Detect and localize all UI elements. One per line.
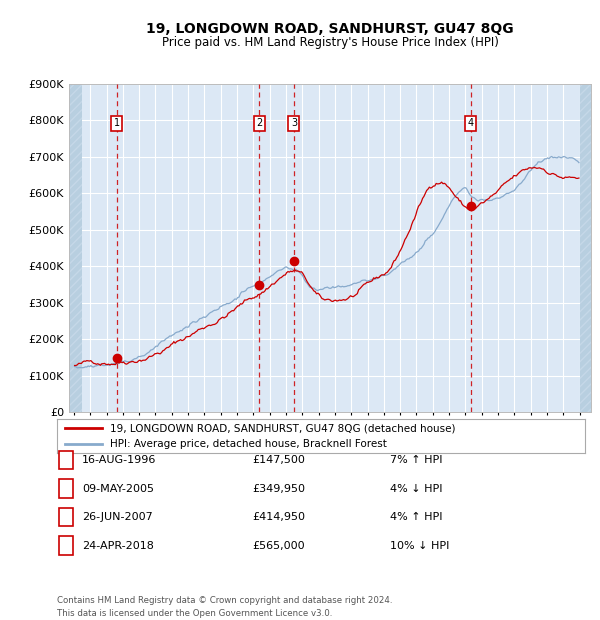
Text: 24-APR-2018: 24-APR-2018 (82, 541, 154, 551)
Text: 26-JUN-2007: 26-JUN-2007 (82, 512, 153, 522)
Text: Price paid vs. HM Land Registry's House Price Index (HPI): Price paid vs. HM Land Registry's House … (161, 36, 499, 49)
Text: 16-AUG-1996: 16-AUG-1996 (82, 455, 157, 465)
Text: £565,000: £565,000 (252, 541, 305, 551)
Text: 4: 4 (467, 118, 473, 128)
Bar (69, 84, 82, 412)
Text: 4% ↓ HPI: 4% ↓ HPI (390, 484, 443, 494)
Text: 2: 2 (62, 484, 70, 494)
Text: 2: 2 (256, 118, 262, 128)
Text: 19, LONGDOWN ROAD, SANDHURST, GU47 8QG: 19, LONGDOWN ROAD, SANDHURST, GU47 8QG (146, 22, 514, 36)
Bar (580, 84, 591, 412)
Text: 09-MAY-2005: 09-MAY-2005 (82, 484, 154, 494)
Text: £349,950: £349,950 (252, 484, 305, 494)
Bar (580, 84, 591, 412)
Text: 19, LONGDOWN ROAD, SANDHURST, GU47 8QG (detached house): 19, LONGDOWN ROAD, SANDHURST, GU47 8QG (… (110, 423, 455, 433)
Text: 4% ↑ HPI: 4% ↑ HPI (390, 512, 443, 522)
Text: £414,950: £414,950 (252, 512, 305, 522)
Text: 7% ↑ HPI: 7% ↑ HPI (390, 455, 443, 465)
Text: HPI: Average price, detached house, Bracknell Forest: HPI: Average price, detached house, Brac… (110, 439, 386, 449)
Text: 4: 4 (62, 541, 70, 551)
Text: 3: 3 (62, 512, 70, 522)
Text: £147,500: £147,500 (252, 455, 305, 465)
Text: Contains HM Land Registry data © Crown copyright and database right 2024.
This d: Contains HM Land Registry data © Crown c… (57, 596, 392, 618)
Text: 10% ↓ HPI: 10% ↓ HPI (390, 541, 449, 551)
Text: 1: 1 (113, 118, 119, 128)
Text: 1: 1 (62, 455, 70, 465)
Text: 3: 3 (291, 118, 297, 128)
Bar (69, 84, 82, 412)
